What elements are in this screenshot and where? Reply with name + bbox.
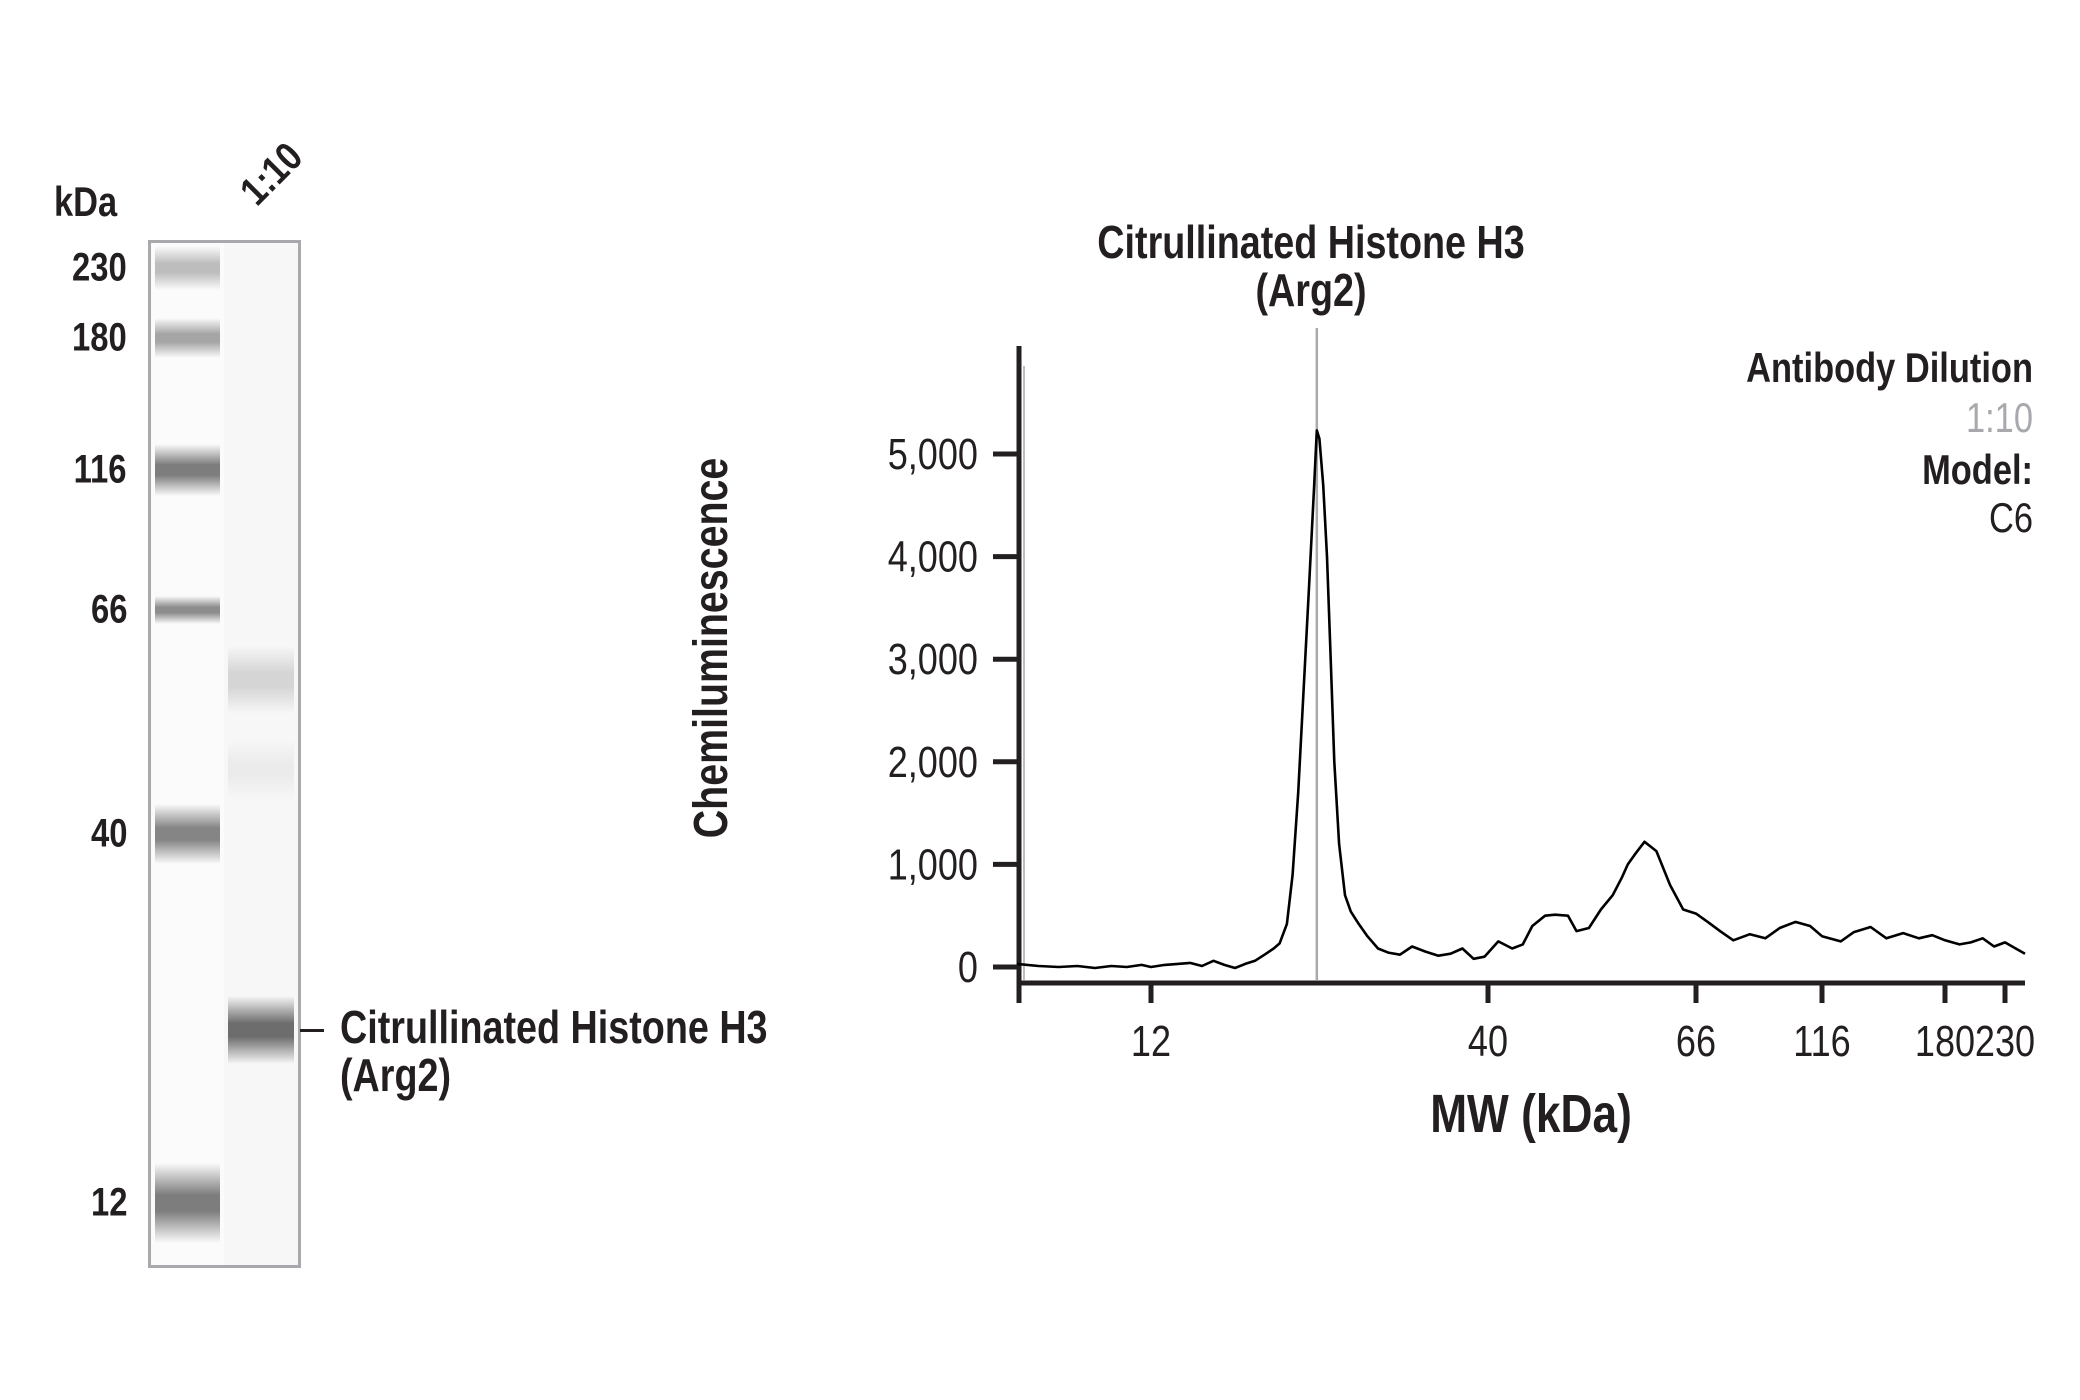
x-axis-label: MW (kDa) — [1430, 1084, 1632, 1144]
y-tick-label: 5,000 — [888, 430, 978, 479]
ladder-mw-label: 230 — [72, 245, 127, 290]
x-axis-ticks: 12 40 66 116 180 230 — [1016, 983, 2035, 1066]
ladder-mw-label: 116 — [74, 447, 127, 492]
y-tick-label: 0 — [958, 943, 978, 992]
legend-model-heading: Model: — [1922, 447, 2033, 494]
legend-series-label: 1:10 — [1966, 395, 2033, 442]
y-tick-label: 1,000 — [888, 840, 978, 889]
y-tick-label: 4,000 — [888, 532, 978, 581]
legend: Antibody Dilution 1:10 Model: C6 — [1746, 345, 2033, 542]
x-tick-label: 180 — [1915, 1017, 1975, 1066]
band-annotation-line1: Citrullinated Histone H3 — [340, 1001, 768, 1053]
sample-band — [228, 996, 294, 1064]
ladder-mw-label: 180 — [72, 315, 127, 360]
ladder-band — [155, 1163, 220, 1243]
band-annotation-line2: (Arg2) — [340, 1049, 452, 1101]
ladder-band — [155, 596, 220, 624]
x-tick-label: 230 — [1975, 1017, 2035, 1066]
ladder-mw-label: 66 — [90, 587, 127, 632]
ladder-mw-label: 40 — [90, 811, 127, 856]
ladder-band — [155, 318, 220, 358]
y-tick-label: 3,000 — [888, 635, 978, 684]
blot-unit-label: kDa — [54, 178, 131, 226]
x-tick-label: 116 — [1793, 1017, 1851, 1066]
band-pointer-line — [300, 1029, 324, 1032]
sample-lane — [224, 243, 298, 1265]
ladder-mw-label: 12 — [90, 1180, 127, 1225]
ladder-lane — [151, 243, 224, 1265]
chart-title-line2: (Arg2) — [1255, 264, 1366, 315]
band-annotation: Citrullinated Histone H3 (Arg2) — [340, 1003, 861, 1099]
y-tick-label: 2,000 — [888, 737, 978, 786]
sample-band — [228, 646, 294, 714]
blot-lane-image — [148, 240, 301, 1268]
y-axis-label: Chemiluminescence — [684, 458, 738, 838]
x-tick-label: 66 — [1676, 1017, 1716, 1066]
chart-title: Citrullinated Histone H3 — [1097, 216, 1524, 267]
x-tick-label: 40 — [1468, 1017, 1508, 1066]
ladder-band — [155, 444, 220, 496]
legend-heading: Antibody Dilution — [1746, 345, 2033, 392]
y-axis-ticks: 0 1,000 2,000 3,000 4,000 5,000 — [888, 430, 1019, 992]
ladder-band — [155, 246, 220, 290]
x-tick-label: 12 — [1131, 1017, 1171, 1066]
kda-text: kDa — [54, 178, 118, 225]
ladder-band — [155, 804, 220, 864]
series-line-1-10 — [1016, 429, 2026, 970]
sample-band — [228, 740, 294, 800]
legend-model-value: C6 — [1989, 495, 2033, 542]
